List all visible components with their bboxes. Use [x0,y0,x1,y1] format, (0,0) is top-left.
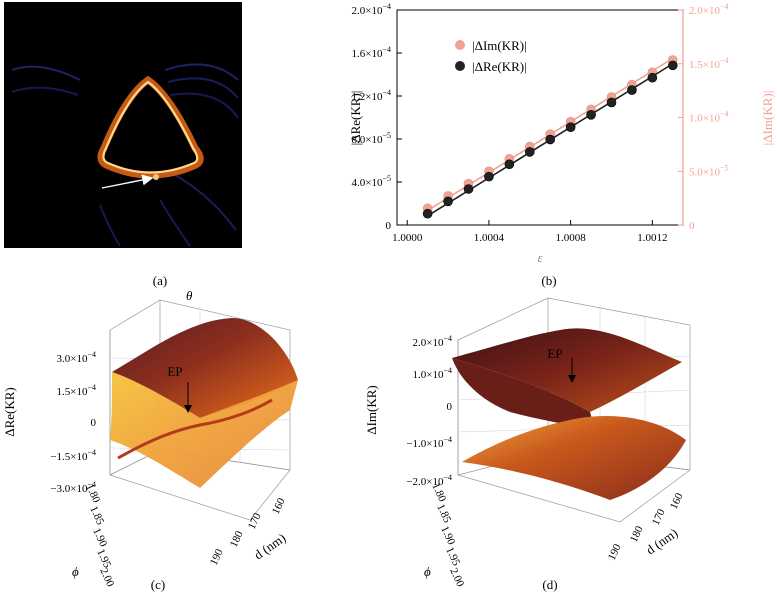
y-tick-label-left: 1.2×10−4 [352,88,391,103]
data-point [545,134,556,145]
data-point [524,147,535,157]
legend: |ΔIm(KR)| |ΔRe(KR)| [455,38,527,74]
d-tick-label: 170 [650,507,668,527]
panel-b-chart: 1.0000 1.0004 1.0008 1.0012 0 4.0×10−5 8.0×10−… [348,2,775,265]
z-tick-label: 3.0×10−4 [57,350,96,365]
d-tick-label: 190 [208,547,226,567]
y-tick-label-left: 0 [386,220,392,232]
data-point [484,171,494,182]
y-tick-label-left: 2.0×10−4 [352,2,391,17]
d-tick-label: 170 [246,511,264,531]
theta-label: θ [186,288,193,303]
data-point [565,122,576,132]
data-point [586,110,596,120]
data-point [647,72,658,83]
upper-surface-shadow-d [452,358,595,430]
panel-d-surface-plot: EP ΔIm(KR) 2.0×10−4 1.0×10−4 0 −1.0×10−4 −2.… [364,297,691,589]
z-tick-label: 2.0×10−4 [413,334,452,349]
x-tick-label: 1.0004 [474,232,505,244]
x-tick-label: 1.0012 [637,232,667,244]
phi-tick-label: 2.00 [97,566,116,589]
x-tick-label: 1.0000 [392,232,423,244]
ring-inner [102,80,199,174]
y-tick-label-right: 5.0×10−5 [689,163,728,178]
panel-a-background [4,2,242,248]
y-tick-label-left: 4.0×10−5 [352,174,391,189]
d-tick-label: 190 [606,542,624,562]
phi-tick-label: 1.90 [90,526,109,549]
z-tick-label: 1.0×10−4 [413,366,452,381]
d-tick-label: 180 [628,524,646,544]
panel-label-a: (a) [153,273,167,288]
legend-marker-re [455,61,465,71]
y-axis-label-left: |ΔRe(KR)| [348,91,363,146]
phi-tick-label: 1.85 [87,504,106,527]
marker-point [153,174,159,180]
phi-tick-label: 1.80 [429,481,448,504]
data-point [627,85,637,95]
panel-c-surface-plot: EP θ ΔRe(KR) 3.0×10−4 1.5×10−4 0 −1.5×10−4 −… [2,288,298,589]
data-point [504,159,515,170]
y-tick-label-left: 1.6×10−4 [352,45,391,60]
pointer-arrow [101,174,154,189]
interference-fringes [11,63,239,247]
panel-a [4,2,242,248]
upper-surface [112,318,298,418]
z-tick-label: −2.0×10−4 [406,473,452,488]
data-point [443,196,453,207]
surface-edge [117,398,273,460]
y-tick-label-right: 1.0×10−4 [689,110,728,125]
legend-label-im: |ΔIm(KR)| [472,38,527,53]
phi-tick-label: 1.95 [94,547,113,570]
z-tick-label: 0 [447,401,453,413]
x-axis-label: ε [537,250,543,265]
d-axis-label-d: d (nm) [643,525,680,557]
d-axis-label: d (nm) [251,530,288,562]
z-tick-label: 1.5×10−4 [57,383,96,398]
d-tick-label: 160 [270,496,288,516]
ep-label-d: EP [547,346,562,361]
data-point [667,60,678,71]
legend-marker-im [455,40,465,50]
x-tick-label: 1.0008 [556,232,587,244]
z-axis-label-d: ΔIm(KR) [364,385,379,435]
lower-surface [110,372,298,488]
y-tick-label-right: 0 [689,220,695,232]
legend-label-re: |ΔRe(KR)| [472,59,527,74]
phi-tick-label: 1.90 [438,524,457,547]
lower-surface-d [462,416,686,500]
z-tick-label: −3.0×10−4 [50,480,96,495]
phi-axis-label-d: ϕ [424,564,431,579]
y-tick-label-left: 8.0×10−5 [352,131,391,146]
upper-surface-d [452,328,682,412]
phi-axis-label: ϕ [72,564,79,579]
plot-frame [396,9,684,226]
z-axis-label: ΔRe(KR) [2,387,17,437]
y-axis-label-right: |ΔIm(KR)| [760,91,775,146]
y-tick-label-right: 2.0×10−4 [689,2,728,17]
ep-label: EP [167,364,182,379]
d-tick-label: 180 [228,529,246,549]
z-tick-label: −1.0×10−4 [406,435,452,450]
z-tick-label: 0 [91,417,97,429]
data-point [422,208,433,219]
panel-label-c: (c) [151,577,165,592]
data-point [606,97,617,108]
panel-label-d: (d) [542,577,557,592]
data-point [463,184,474,194]
d-tick-label: 160 [668,491,686,511]
phi-tick-label: 1.85 [434,502,453,525]
panel-label-b: (b) [541,273,556,288]
phi-tick-label: 2.00 [447,566,466,589]
z-tick-label: −1.5×10−4 [50,448,96,463]
y-tick-label-right: 1.5×10−4 [689,56,728,71]
phi-tick-label: 1.95 [443,545,462,568]
